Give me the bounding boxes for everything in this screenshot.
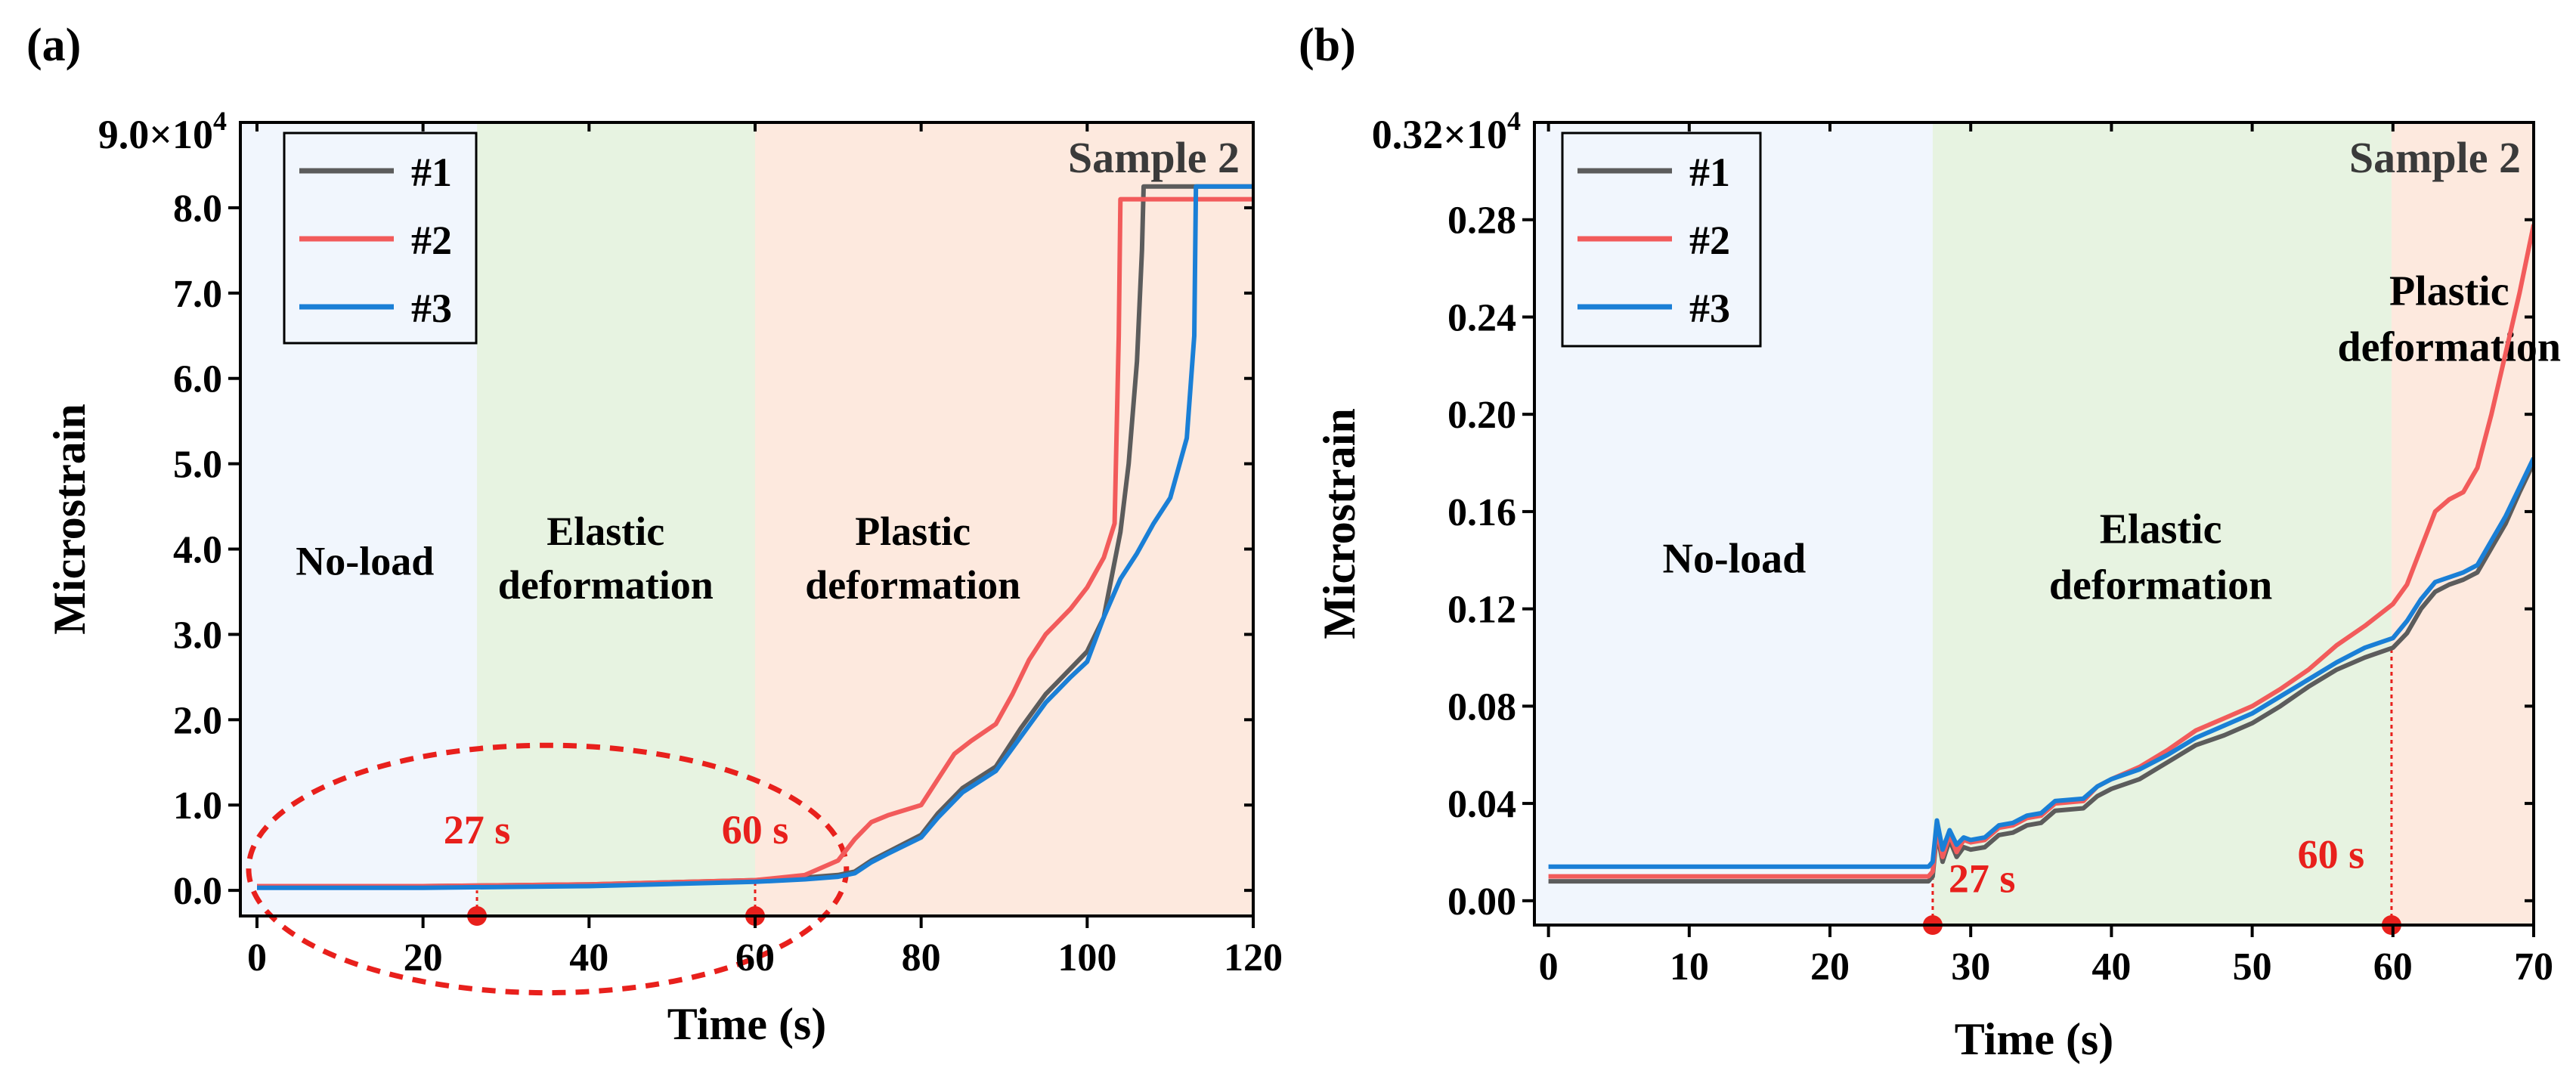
x-tick-label: 30 xyxy=(1951,945,1990,989)
x-tick-label: 100 xyxy=(1057,936,1116,979)
region-label: deformation xyxy=(2338,323,2562,370)
legend-label: #3 xyxy=(411,286,452,331)
legend-label: #2 xyxy=(1689,218,1730,263)
highlight-ellipse xyxy=(246,742,850,996)
x-tick-label: 50 xyxy=(2233,945,2272,989)
series-group xyxy=(1548,224,2534,884)
x-tick-label: 20 xyxy=(1810,945,1850,989)
panel-b: No-load Elastic deformation Plastic deformat… xyxy=(1299,20,2561,1064)
legend-label: #2 xyxy=(411,218,452,263)
y-multiplier-exponent: 4 xyxy=(1507,106,1521,136)
x-tick-label: 120 xyxy=(1224,936,1283,979)
y-tick-label: 0.0 xyxy=(173,870,222,913)
x-tick-label: 0 xyxy=(1539,945,1559,989)
x-tick-label: 10 xyxy=(1670,945,1709,989)
y-tick-label: 4.0 xyxy=(173,529,222,572)
y-multiplier-label: 0.32×104 xyxy=(1372,106,1521,157)
y-tick-label: 0.12 xyxy=(1447,589,1516,632)
x-tick-label: 40 xyxy=(569,936,608,979)
y-tick-label: 0.00 xyxy=(1447,880,1516,924)
legend-label: #3 xyxy=(1689,286,1730,331)
y-tick-label: 0.04 xyxy=(1447,783,1516,826)
plot-frame xyxy=(239,121,1255,917)
y-tick-label: 6.0 xyxy=(173,358,222,401)
y-multiplier-base: 9.0×10 xyxy=(98,112,213,157)
y-tick-label: 0.08 xyxy=(1447,685,1516,729)
y-tick-label: 2.0 xyxy=(173,699,222,742)
region-label: Elastic xyxy=(546,509,664,554)
y-tick-label: 3.0 xyxy=(173,614,222,657)
x-tick-label: 70 xyxy=(2514,945,2553,989)
x-tick-label: 0 xyxy=(247,936,267,979)
region-label: No-load xyxy=(1663,535,1807,582)
y-tick-label: 0.24 xyxy=(1447,296,1516,339)
region-no-load xyxy=(240,122,478,916)
y-multiplier-base: 0.32×10 xyxy=(1372,112,1507,157)
y-tick-label: 8.0 xyxy=(173,187,222,231)
y-axis-label: Microstrain xyxy=(45,404,94,634)
x-tick-label: 80 xyxy=(902,936,941,979)
y-tick-label: 0.28 xyxy=(1447,200,1516,243)
x-tick-label: 60 xyxy=(2373,945,2413,989)
y-tick-label: 7.0 xyxy=(173,273,222,316)
region-plastic xyxy=(754,122,1253,916)
series-group xyxy=(257,184,1253,890)
series-line-2 xyxy=(257,196,1253,889)
marker-label: 60 s xyxy=(2298,831,2365,877)
region-label: Plastic xyxy=(2389,268,2509,314)
y-axis-label: Microstrain xyxy=(1314,408,1364,639)
legend-label: #1 xyxy=(411,150,452,195)
plot-frame xyxy=(1533,121,2535,927)
y-tick-label: 5.0 xyxy=(173,444,222,487)
marker-label: 27 s xyxy=(1949,856,2016,902)
y-tick-label: 0.16 xyxy=(1447,491,1516,534)
x-axis-label: Time (s) xyxy=(1955,1014,2114,1064)
region-label: deformation xyxy=(498,562,714,608)
chart-title: Sample 2 xyxy=(2349,133,2521,182)
panel-a: No-load Elastic deformation Plastic deformat… xyxy=(26,20,1283,1049)
chart-title: Sample 2 xyxy=(1068,133,1240,182)
x-tick-label: 40 xyxy=(2091,945,2131,989)
series-line-3 xyxy=(1548,456,2534,869)
series-line-3 xyxy=(257,184,1253,890)
panel-label: (b) xyxy=(1299,20,1356,71)
region-label: deformation xyxy=(2049,562,2273,609)
region-label: Elastic xyxy=(2100,506,2222,553)
marker-label: 60 s xyxy=(722,807,789,852)
panel-label: (a) xyxy=(26,20,81,71)
region-label: No-load xyxy=(296,538,434,583)
region-label: Plastic xyxy=(855,509,971,554)
y-tick-label: 1.0 xyxy=(173,784,222,828)
y-multiplier-label: 9.0×104 xyxy=(98,106,227,157)
y-tick-label: 0.20 xyxy=(1447,394,1516,437)
region-no-load xyxy=(1534,122,1933,925)
marker-label: 27 s xyxy=(444,807,511,852)
legend-box xyxy=(1561,132,1762,348)
x-tick-label: 20 xyxy=(404,936,443,979)
legend-box xyxy=(283,132,478,345)
region-elastic xyxy=(1932,122,2392,925)
x-axis-label: Time (s) xyxy=(667,999,827,1049)
region-elastic xyxy=(477,122,755,916)
region-label: deformation xyxy=(805,562,1020,608)
region-plastic xyxy=(2391,122,2534,925)
legend-label: #1 xyxy=(1689,150,1730,195)
y-multiplier-exponent: 4 xyxy=(213,106,227,136)
x-tick-label: 60 xyxy=(735,936,775,979)
